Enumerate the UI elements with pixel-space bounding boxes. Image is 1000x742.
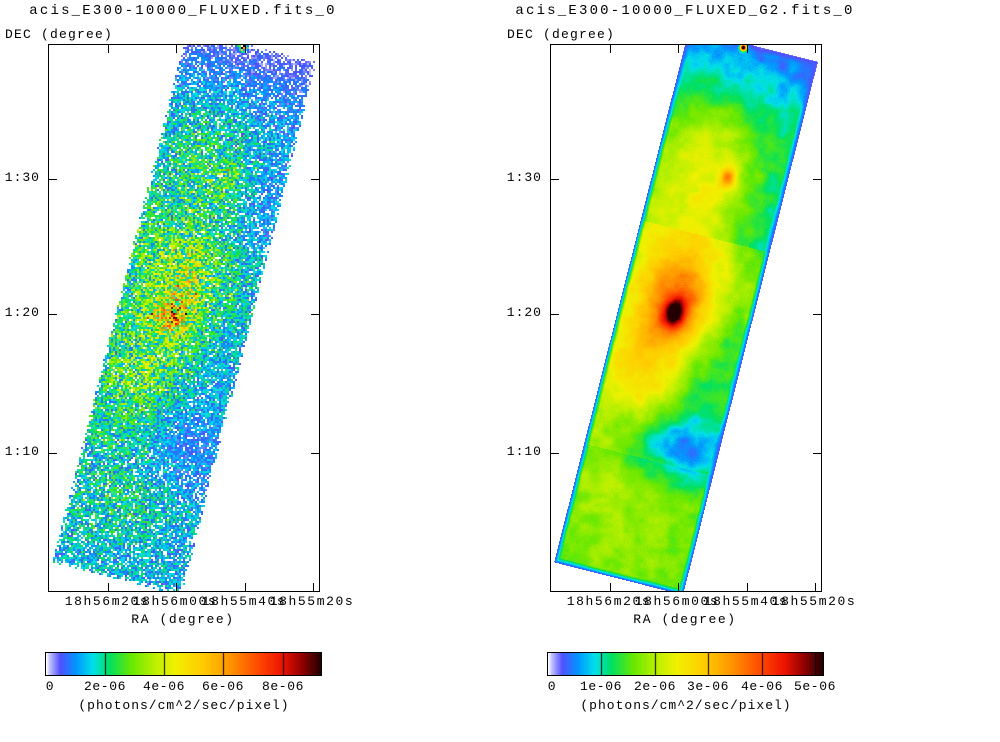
colorbar-unit-label: (photons/cm^2/sec/pixel) [78,698,290,713]
colorbar-tick-label: 3e-06 [686,679,730,694]
colorbar-tick-label: 1e-06 [579,679,623,694]
colorbar-tick-label: 6e-06 [201,679,245,694]
colorbar-tick-labels: 0 2e-06 4e-06 6e-06 8e-06 [46,679,321,695]
x-tick-label: 18h56m20s [64,594,150,609]
colorbar [547,652,824,676]
colorbar-tick-labels: 0 1e-06 2e-06 3e-06 4e-06 5e-06 [547,679,836,695]
y-axis-title: DEC (degree) [507,27,616,42]
colorbar-tick-label: 5e-06 [793,679,837,694]
fits-image-panel-left: acis_E300-10000_FLUXED.fits_0 DEC (degre… [0,0,498,742]
colorbar-tick-label: 0 [45,679,55,694]
colorbar [45,652,322,676]
colorbar-tick-label: 2e-06 [633,679,677,694]
y-tick-label: 1:20 [506,305,542,320]
colorbar-gradient [548,653,823,675]
colorbar-tick-label: 4e-06 [740,679,784,694]
y-tick-label: 1:10 [506,444,542,459]
colorbar-tick-label: 2e-06 [83,679,127,694]
x-axis-title: RA (degree) [131,612,235,627]
sky-image [49,45,319,591]
y-tick-label: 1:30 [4,170,40,185]
x-tick-label: 18h55m40s [201,594,287,609]
axis-ticks [551,45,821,591]
colorbar-tick-label: 4e-06 [142,679,186,694]
x-tick-label: 18h56m00s [634,594,720,609]
colorbar-unit-label: (photons/cm^2/sec/pixel) [580,698,792,713]
x-tick-label: 18h55m20s [269,594,355,609]
colorbar-gradient [46,653,321,675]
x-tick-label: 18h56m20s [566,594,652,609]
colorbar-tick-label: 8e-06 [261,679,305,694]
plot-frame [48,44,320,592]
x-tick-label: 18h55m20s [771,594,857,609]
x-axis-title: RA (degree) [633,612,737,627]
x-tick-label: 18h55m40s [703,594,789,609]
plot-title: acis_E300-10000_FLUXED_G2.fits_0 [515,3,855,19]
y-tick-labels: 1:30 1:20 1:10 [502,44,542,590]
y-tick-label: 1:30 [506,170,542,185]
sky-image [551,45,821,591]
axis-ticks [49,45,319,591]
x-tick-labels: 18h56m20s 18h56m00s 18h55m40s 18h55m20s [550,594,855,610]
y-tick-label: 1:20 [4,305,40,320]
y-axis-title: DEC (degree) [5,27,114,42]
plot-title: acis_E300-10000_FLUXED.fits_0 [29,3,337,19]
fits-image-panel-right: acis_E300-10000_FLUXED_G2.fits_0 DEC (de… [502,0,1000,742]
y-tick-labels: 1:30 1:20 1:10 [0,44,40,590]
x-tick-labels: 18h56m20s 18h56m00s 18h55m40s 18h55m20s [48,594,353,610]
colorbar-tick-label: 0 [547,679,557,694]
x-tick-label: 18h56m00s [132,594,218,609]
plot-frame [550,44,822,592]
y-tick-label: 1:10 [4,444,40,459]
